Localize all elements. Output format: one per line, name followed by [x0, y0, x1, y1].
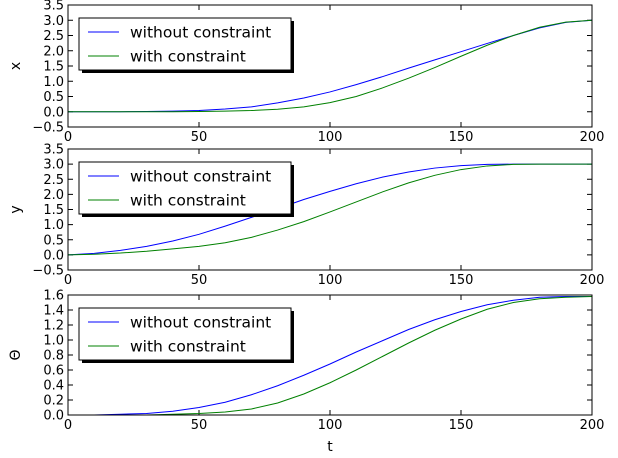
legend-label: with constraint	[130, 338, 246, 356]
y-axis-label: y	[8, 205, 24, 213]
legend-box	[78, 161, 292, 215]
legend-label: with constraint	[130, 48, 246, 66]
y-axis-label: x	[8, 62, 24, 70]
subplot-2: 0 50 100 150 200 −0.50.00.51.01.52.02.53.03.5…	[8, 143, 604, 289]
legend-label: without constraint	[130, 24, 271, 42]
x-tick-label: 100	[318, 130, 343, 145]
y-axis-label: Θ	[8, 349, 24, 360]
y-tick-label: 0.5	[43, 233, 64, 248]
legend-label: with constraint	[130, 192, 246, 210]
x-tick-label: 200	[580, 273, 605, 288]
series-line-without-constraint	[68, 296, 592, 416]
y-tick-label: 2.0	[43, 188, 64, 203]
series-line-with-constraint	[68, 19, 593, 113]
legend-box	[78, 307, 292, 361]
x-tick-label: 200	[580, 418, 605, 433]
axes-frame	[67, 148, 593, 271]
x-tick-label: 150	[449, 273, 474, 288]
y-tick-label: 0.6	[43, 364, 64, 379]
y-tick-label: 1.0	[43, 218, 64, 233]
x-tick-label: 0	[64, 418, 72, 433]
y-tick-label: 1.6	[43, 289, 64, 304]
axes-frame	[67, 4, 593, 128]
x-tick-label: 150	[449, 130, 474, 145]
legend-label: without constraint	[130, 168, 271, 186]
subplot-1: 0 50 100 150 200 −0.50.00.51.01.52.02.53.03.5…	[8, 0, 604, 145]
y-tick-label: 1.5	[43, 203, 64, 218]
y-tick-label: 1.4	[43, 304, 64, 319]
y-tick-label: 0.8	[43, 349, 64, 364]
y-tick-label: 1.2	[43, 319, 64, 334]
x-tick-label: 100	[318, 273, 343, 288]
y-tick-label: 3.0	[43, 14, 64, 29]
y-tick-label: 3.5	[43, 0, 64, 14]
x-tick-label: 50	[191, 273, 208, 288]
legend-label: without constraint	[130, 314, 271, 332]
x-tick-label: 200	[580, 130, 605, 145]
x-tick-label: 150	[449, 418, 474, 433]
y-tick-label: 0.0	[43, 105, 64, 120]
y-tick-label: 0.0	[43, 409, 64, 424]
y-tick-label: 2.5	[43, 29, 64, 44]
y-tick-label: 1.5	[43, 60, 64, 75]
y-tick-label: 1.0	[43, 75, 64, 90]
y-tick-label: 3.5	[43, 143, 64, 158]
y-tick-label: 2.0	[43, 44, 64, 59]
x-tick-label: 0	[64, 130, 72, 145]
y-tick-label: 0.2	[43, 394, 64, 409]
y-tick-label: 0.0	[43, 248, 64, 263]
axes-frame	[67, 294, 593, 416]
x-axis-label: t	[327, 439, 333, 455]
series-line-with-constraint	[67, 163, 592, 256]
y-tick-label: 3.0	[43, 158, 64, 173]
subplot-3: 0 50 100 150 200 0.00.20.40.60.81.01.21.41.6 Θ…	[8, 289, 604, 456]
x-tick-label: 50	[191, 130, 208, 145]
x-tick-label: 50	[191, 418, 208, 433]
legend-box	[78, 17, 292, 71]
y-tick-label: 0.5	[43, 90, 64, 105]
series-line-without-constraint	[67, 163, 592, 256]
y-tick-label: 0.4	[43, 379, 64, 394]
y-tick-label: 1.0	[43, 334, 64, 349]
y-tick-label: 2.5	[43, 173, 64, 188]
y-tick-label: −0.5	[32, 264, 64, 279]
x-tick-label: 0	[64, 273, 72, 288]
y-tick-label: −0.5	[32, 121, 64, 136]
x-tick-label: 100	[318, 418, 343, 433]
